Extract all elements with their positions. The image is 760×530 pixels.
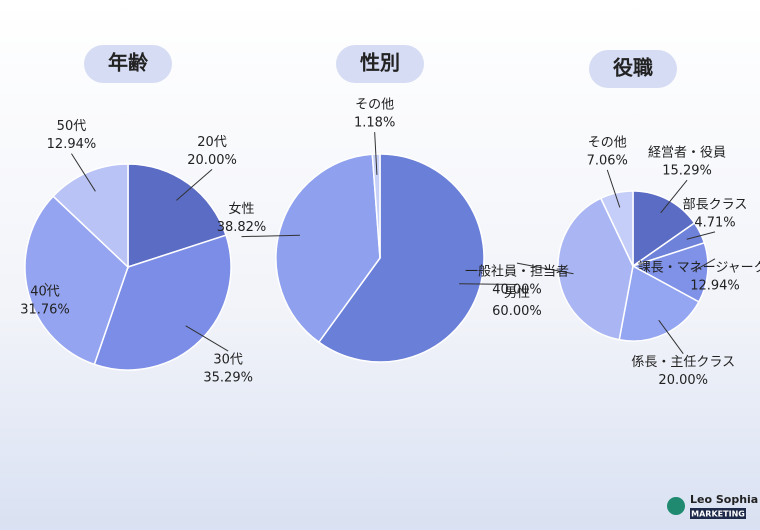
slice-value: 12.94% [690,278,740,293]
title-pill [589,50,677,88]
slice-value: 1.18% [354,116,395,131]
slice-value: 40.00% [492,283,542,298]
slice-label: 男性 [504,286,530,301]
logo-tag-bg [690,508,746,519]
logo: Leo Sophia MARKETING [667,493,758,519]
slice-value: 35.29% [203,371,253,386]
pie-slice [93,234,232,371]
title-pill [336,45,424,83]
logo-tag: MARKETING [691,510,745,519]
pie-title: 年齢 [108,51,149,75]
pie-slice [317,153,485,363]
logo-icon [667,497,685,515]
slice-value: 60.00% [492,304,542,319]
pie-slice [632,190,696,268]
pie-slice [599,190,634,267]
slice-label: 一般社員・担当者 [465,264,569,280]
leader-line [44,282,49,287]
leader-line [606,169,621,208]
leader-line [686,231,716,240]
slice-label: 20代 [197,135,227,150]
leader-line [185,325,229,352]
title-pill [84,45,172,83]
leader-line [658,319,684,354]
leader-line [692,258,716,272]
slice-label: 部長クラス [683,197,748,212]
slice-label: 50代 [57,119,87,134]
pie-title: 性別 [360,51,400,75]
logo-name: Leo Sophia [690,493,758,506]
slice-value: 20.00% [187,153,237,168]
slice-value: 20.00% [658,373,708,388]
leader-line [660,179,688,214]
slice-label: 課長・マネージャークラス [638,259,760,275]
slice-value: 38.82% [217,220,267,235]
slice-label: 女性 [228,201,254,217]
slice-label: 係長・主任クラス [631,355,735,370]
slice-value: 4.71% [694,215,735,230]
leader-line [71,153,96,192]
pie-slice [24,195,129,366]
slice-value: 31.76% [20,303,70,318]
pie-slice [557,197,634,341]
pie-title: 役職 [613,56,653,80]
pie-slice [52,163,129,269]
slice-value: 15.29% [662,164,712,179]
leader-line [459,283,517,285]
pie-slice [275,153,381,344]
slice-label: 経営者・役員 [648,146,726,161]
pie-slice [618,264,700,342]
leader-line [241,234,300,238]
leader-line [516,262,574,275]
leader-line [374,132,378,175]
slice-label: 30代 [213,353,243,368]
slice-value: 12.94% [47,137,97,152]
leader-line [176,168,213,201]
slice-value: 7.06% [587,153,628,168]
pie-slice [127,163,227,269]
slice-label: その他 [355,98,394,113]
slice-label: 40代 [30,285,60,300]
slice-label: その他 [588,135,627,150]
pie-slice [631,241,709,303]
